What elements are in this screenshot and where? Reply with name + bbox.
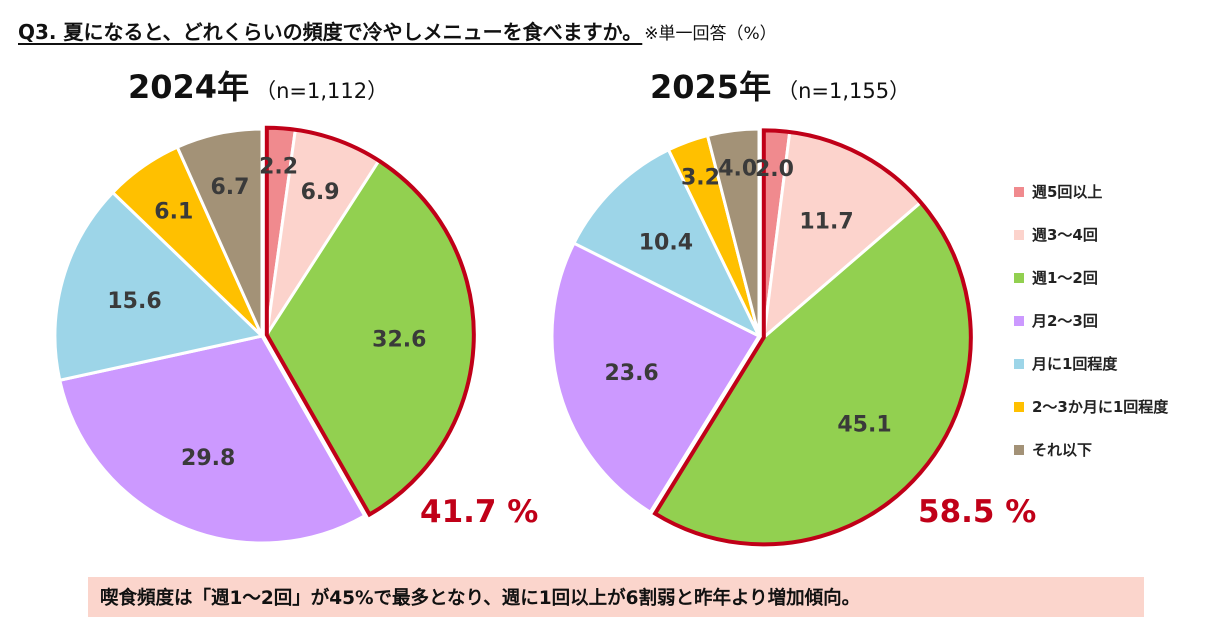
slice-value-label: 2.0 xyxy=(755,157,794,182)
slice-value-label: 6.7 xyxy=(211,175,250,200)
chart-title-2025: 2025年 （n=1,155） xyxy=(650,62,910,108)
answer-type-note: ※単一回答（%） xyxy=(644,24,777,44)
question-text: Q3. 夏になると、どれくらいの頻度で冷やしメニューを食べますか。 xyxy=(18,20,643,44)
slice-value-label: 32.6 xyxy=(372,327,426,352)
weekly-total-2024: 41.7 % xyxy=(420,494,539,530)
slice-value-label: 23.6 xyxy=(604,361,658,386)
legend-label: 月に1回程度 xyxy=(1032,355,1118,373)
legend-item: 週1～2回 xyxy=(1014,256,1168,299)
legend-label: 週5回以上 xyxy=(1032,183,1103,201)
weekly-total-2025: 58.5 % xyxy=(918,494,1037,530)
sample-size-2024: （n=1,112） xyxy=(255,79,389,103)
legend-label: 週3～4回 xyxy=(1032,226,1098,244)
legend-swatch xyxy=(1014,401,1024,412)
legend-item: 月に1回程度 xyxy=(1014,342,1168,385)
slice-value-label: 11.7 xyxy=(799,210,853,235)
slice-value-label: 15.6 xyxy=(107,289,161,314)
chart-legend: 週5回以上 週3～4回 週1～2回 月2～3回 月に1回程度 2～3か月に1回程… xyxy=(1014,170,1168,471)
slice-value-label: 4.0 xyxy=(718,157,757,182)
legend-label: それ以下 xyxy=(1032,441,1093,459)
legend-swatch xyxy=(1014,444,1024,455)
slice-value-label: 3.2 xyxy=(681,166,720,191)
pie-slice xyxy=(705,127,761,337)
legend-swatch xyxy=(1014,186,1024,197)
legend-swatch xyxy=(1014,358,1024,369)
slice-value-label: 29.8 xyxy=(181,446,235,471)
legend-swatch xyxy=(1014,229,1024,240)
legend-swatch xyxy=(1014,315,1024,326)
summary-banner: 喫食頻度は「週1～2回」が45%で最多となり、週に1回以上が6割弱と昨年より増加… xyxy=(88,577,1144,617)
legend-item: 週5回以上 xyxy=(1014,170,1168,213)
legend-swatch xyxy=(1014,272,1024,283)
slice-value-label: 6.1 xyxy=(154,200,193,225)
legend-item: 月2～3回 xyxy=(1014,299,1168,342)
pie-slice xyxy=(53,190,266,383)
question-title: Q3. 夏になると、どれくらいの頻度で冷やしメニューを食べますか。 ※単一回答（%… xyxy=(18,16,777,45)
legend-label: 月2～3回 xyxy=(1032,312,1098,330)
chart-year-2024: 2024年 xyxy=(128,68,250,106)
sample-size-2025: （n=1,155） xyxy=(777,79,911,103)
pie-slice xyxy=(175,127,264,337)
slice-value-label: 2.2 xyxy=(259,154,298,179)
highlight-outline xyxy=(652,128,973,547)
legend-item: 週3～4回 xyxy=(1014,213,1168,256)
slice-value-label: 6.9 xyxy=(301,180,340,205)
highlight-outline xyxy=(264,125,476,518)
legend-item: 2～3か月に1回程度 xyxy=(1014,385,1168,428)
legend-label: 2～3か月に1回程度 xyxy=(1032,398,1169,416)
summary-text: 喫食頻度は「週1～2回」が45%で最多となり、週に1回以上が6割弱と昨年より増加… xyxy=(100,588,861,609)
slice-value-label: 45.1 xyxy=(837,412,891,437)
pie-slice xyxy=(571,147,763,340)
chart-year-2025: 2025年 xyxy=(650,68,772,106)
slice-value-label: 10.4 xyxy=(639,231,693,256)
legend-label: 週1～2回 xyxy=(1032,269,1098,287)
pie-slice xyxy=(57,334,367,545)
chart-title-2024: 2024年 （n=1,112） xyxy=(128,62,388,108)
legend-item: それ以下 xyxy=(1014,428,1168,471)
